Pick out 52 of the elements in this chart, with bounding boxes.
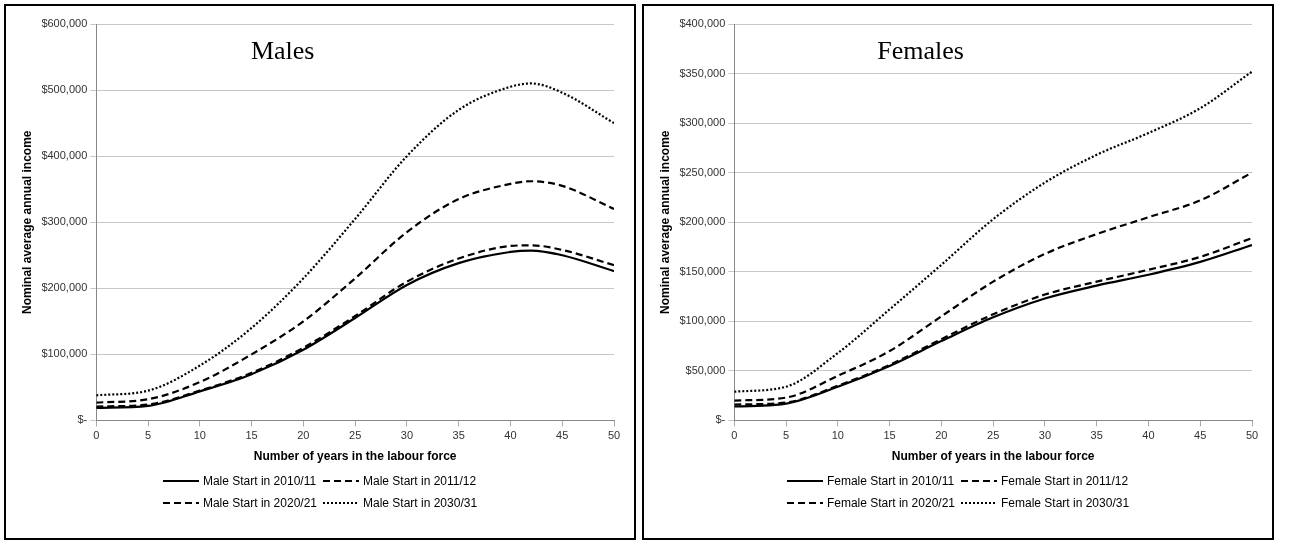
- y-tick-label: $50,000: [685, 363, 726, 376]
- x-tick-label: 15: [245, 429, 258, 442]
- x-tick-label: 20: [297, 429, 310, 442]
- y-axis-title: Nominal average annual income: [19, 130, 34, 314]
- x-tick-label: 5: [782, 429, 790, 442]
- x-tick-label: 30: [400, 429, 414, 442]
- x-tick-label: 10: [831, 429, 844, 442]
- y-tick-label: $150,000: [679, 264, 726, 277]
- legend-label: Male Start in 2020/21: [202, 496, 317, 510]
- x-tick-label: 40: [1142, 429, 1155, 442]
- legend-label: Male Start in 2030/31: [363, 496, 478, 510]
- y-tick-label: $300,000: [679, 116, 726, 129]
- x-tick-label: 40: [504, 429, 517, 442]
- y-tick-label: $300,000: [41, 215, 88, 228]
- legend-label: Female Start in 2030/31: [1001, 496, 1130, 510]
- text: Females: [877, 35, 964, 65]
- x-tick-label: 5: [144, 429, 152, 442]
- legend-label: Female Start in 2020/21: [826, 496, 955, 510]
- x-tick-label: 15: [883, 429, 896, 442]
- y-tick-label: $500,000: [41, 83, 88, 96]
- y-tick-label: $400,000: [679, 17, 726, 30]
- legend-label: Male Start in 2011/12: [363, 474, 477, 488]
- x-tick-label: 35: [452, 429, 465, 442]
- y-tick-label: $-: [77, 413, 88, 426]
- legend-label: Female Start in 2011/12: [1001, 474, 1129, 488]
- y-tick-label: $350,000: [679, 66, 726, 79]
- chart-title: Males: [250, 35, 315, 65]
- x-tick-label: 0: [93, 429, 100, 442]
- y-tick-label: $100,000: [679, 314, 726, 327]
- y-tick-label: $400,000: [41, 149, 88, 162]
- x-tick-label: 50: [607, 429, 621, 442]
- x-tick-label: 50: [1245, 429, 1259, 442]
- legend-label: Male Start in 2010/11: [202, 474, 317, 488]
- x-axis-title: Number of years in the labour force: [253, 449, 457, 464]
- y-tick-label: $250,000: [679, 165, 726, 178]
- y-tick-label: $200,000: [41, 281, 88, 294]
- x-tick-label: 10: [193, 429, 206, 442]
- x-tick-label: 35: [1090, 429, 1103, 442]
- x-tick-label: 0: [731, 429, 738, 442]
- y-tick-label: $200,000: [679, 215, 726, 228]
- x-axis-title: Number of years in the labour force: [891, 449, 1095, 464]
- y-axis-title: Nominal average annual income: [657, 130, 672, 314]
- x-tick-label: 20: [935, 429, 948, 442]
- y-tick-label: $-: [715, 413, 726, 426]
- x-tick-label: 45: [1194, 429, 1207, 442]
- x-tick-label: 30: [1038, 429, 1052, 442]
- x-tick-label: 25: [349, 429, 362, 442]
- y-tick-label: $100,000: [41, 347, 88, 360]
- x-tick-label: 25: [987, 429, 1000, 442]
- y-tick-label: $600,000: [41, 17, 88, 30]
- legend-label: Female Start in 2010/11: [826, 474, 955, 488]
- x-tick-label: 45: [556, 429, 569, 442]
